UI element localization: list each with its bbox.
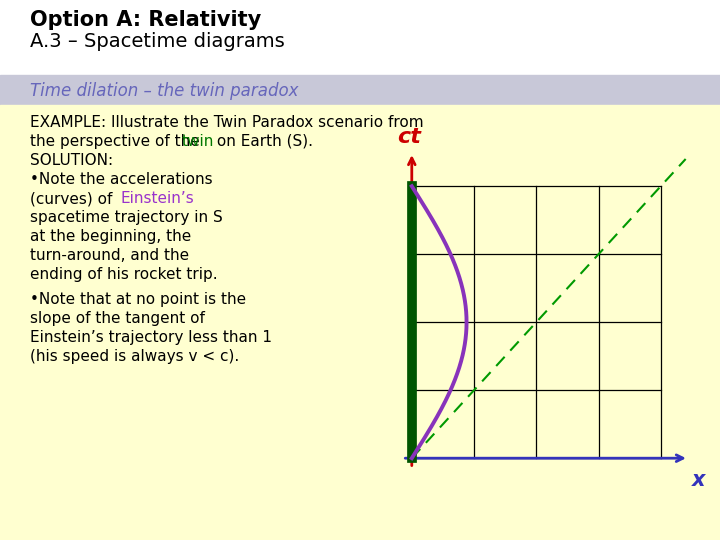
- Text: ct: ct: [397, 127, 420, 147]
- Text: (curves) of: (curves) of: [30, 191, 122, 206]
- Text: Einstein’s trajectory less than 1: Einstein’s trajectory less than 1: [30, 330, 272, 345]
- Text: the perspective of the: the perspective of the: [30, 134, 204, 149]
- Text: at the beginning, the: at the beginning, the: [30, 229, 192, 244]
- Bar: [0, 105, 720, 540]
- Text: •Note the accelerations: •Note the accelerations: [30, 172, 212, 187]
- Text: slope of the tangent of: slope of the tangent of: [30, 311, 205, 326]
- Text: •Note that at no point is the: •Note that at no point is the: [30, 292, 246, 307]
- Text: Time dilation – the twin paradox: Time dilation – the twin paradox: [30, 82, 299, 100]
- Text: on Earth (S).: on Earth (S).: [212, 134, 313, 149]
- Text: A.3 – Spacetime diagrams: A.3 – Spacetime diagrams: [30, 32, 284, 51]
- Bar: [0, 0, 720, 75]
- Text: x: x: [692, 470, 706, 490]
- Text: ending of his rocket trip.: ending of his rocket trip.: [30, 267, 217, 282]
- Text: spacetime trajectory in S: spacetime trajectory in S: [30, 210, 222, 225]
- Text: (his speed is always v < c).: (his speed is always v < c).: [30, 349, 239, 364]
- Text: turn-around, and the: turn-around, and the: [30, 248, 189, 263]
- Text: SOLUTION:: SOLUTION:: [30, 153, 113, 168]
- Text: Option A: Relativity: Option A: Relativity: [30, 10, 261, 30]
- Bar: [0, 75, 720, 105]
- Text: Einstein’s: Einstein’s: [120, 191, 194, 206]
- Text: twin: twin: [182, 134, 215, 149]
- Text: EXAMPLE: Illustrate the Twin Paradox scenario from: EXAMPLE: Illustrate the Twin Paradox sce…: [30, 115, 423, 130]
